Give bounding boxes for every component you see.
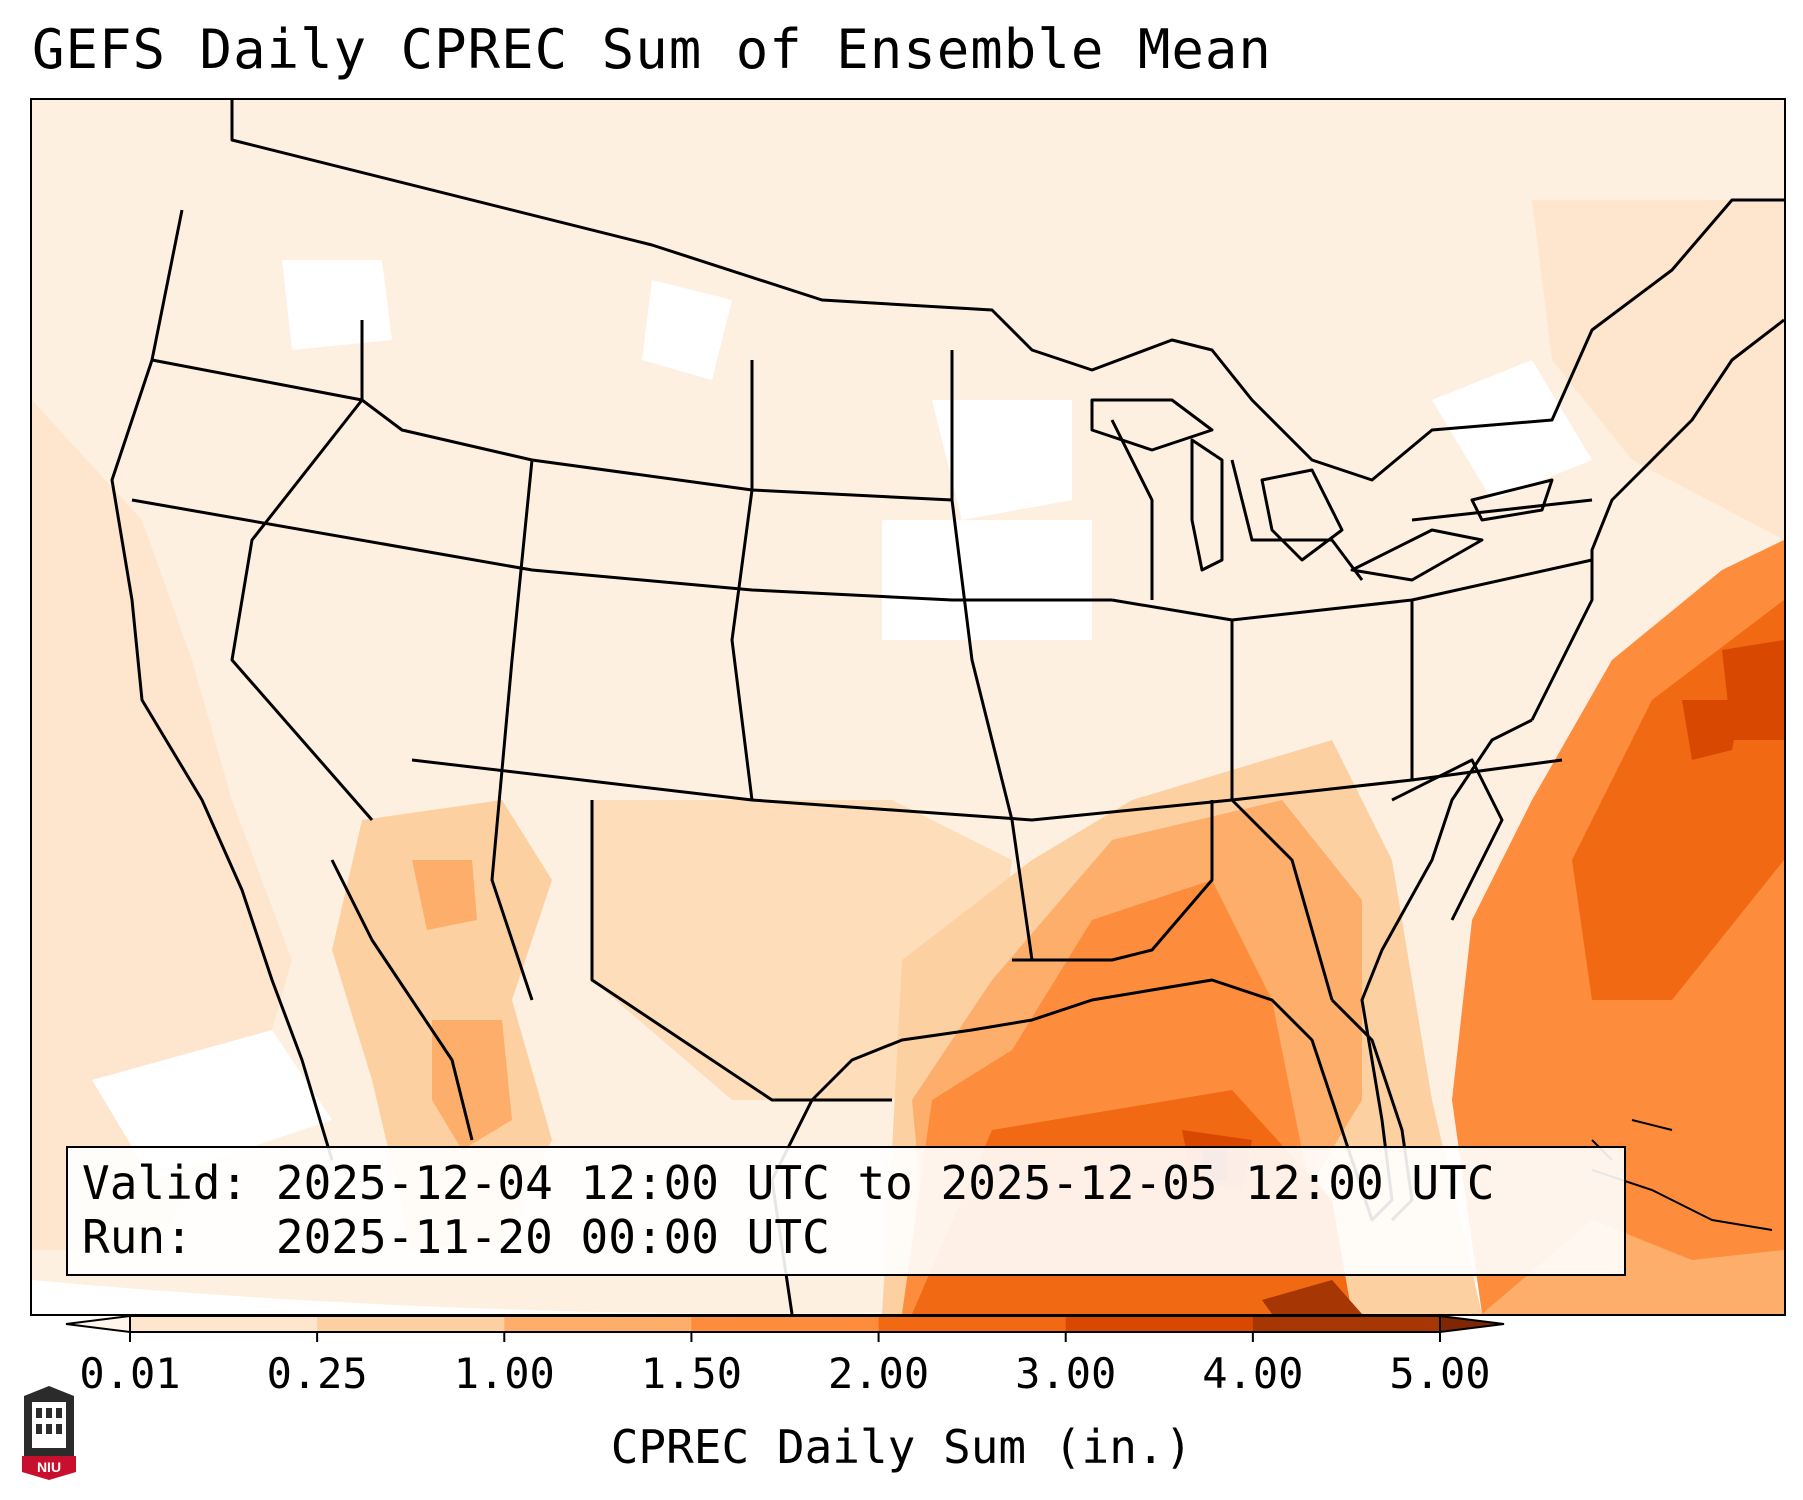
colorbar-label: CPREC Daily Sum (in.) bbox=[610, 1420, 1193, 1474]
colorbar-extend-low bbox=[65, 1314, 131, 1334]
colorbar-segment bbox=[1065, 1316, 1254, 1332]
colorbar-segment bbox=[691, 1316, 880, 1332]
colorbar-extend-high bbox=[1439, 1314, 1505, 1334]
valid-value: 2025-12-04 12:00 UTC to 2025-12-05 12:00… bbox=[275, 1156, 1495, 1210]
colorbar: 0.01 0.25 1.00 1.50 2.00 3.00 4.00 5.00 bbox=[65, 1314, 1505, 1392]
colorbar-segment bbox=[878, 1316, 1067, 1332]
colorbar-segment bbox=[317, 1316, 505, 1332]
precip-map bbox=[32, 100, 1784, 1314]
valid-label: Valid: bbox=[82, 1156, 249, 1210]
info-box: Valid: 2025-12-04 12:00 UTC to 2025-12-0… bbox=[66, 1146, 1626, 1276]
map-title: GEFS Daily CPREC Sum of Ensemble Mean bbox=[32, 18, 1272, 81]
niu-logo-icon: NIU bbox=[22, 1386, 76, 1480]
run-value: 2025-11-20 00:00 UTC bbox=[275, 1210, 830, 1264]
colorbar-segment bbox=[504, 1316, 692, 1332]
colorbar-tick-label: 5.00 bbox=[1389, 1349, 1490, 1392]
colorbar-tick-label: 2.00 bbox=[828, 1349, 929, 1392]
colorbar-tick-label: 0.25 bbox=[267, 1349, 368, 1392]
colorbar-tick-label: 1.00 bbox=[454, 1349, 555, 1392]
colorbar-tick-label: 1.50 bbox=[641, 1349, 742, 1392]
run-label: Run: bbox=[82, 1210, 193, 1264]
colorbar-segment bbox=[130, 1316, 318, 1332]
map-panel bbox=[30, 98, 1786, 1316]
run-line: Run: 2025-11-20 00:00 UTC bbox=[82, 1210, 1610, 1264]
colorbar-tick-label: 4.00 bbox=[1202, 1349, 1303, 1392]
logo-text: NIU bbox=[37, 1459, 61, 1475]
valid-line: Valid: 2025-12-04 12:00 UTC to 2025-12-0… bbox=[82, 1156, 1610, 1210]
colorbar-outline bbox=[129, 1315, 1441, 1333]
colorbar-segment bbox=[1252, 1316, 1441, 1332]
colorbar-tick-label: 0.01 bbox=[79, 1349, 180, 1392]
colorbar-tick-label: 3.00 bbox=[1015, 1349, 1116, 1392]
